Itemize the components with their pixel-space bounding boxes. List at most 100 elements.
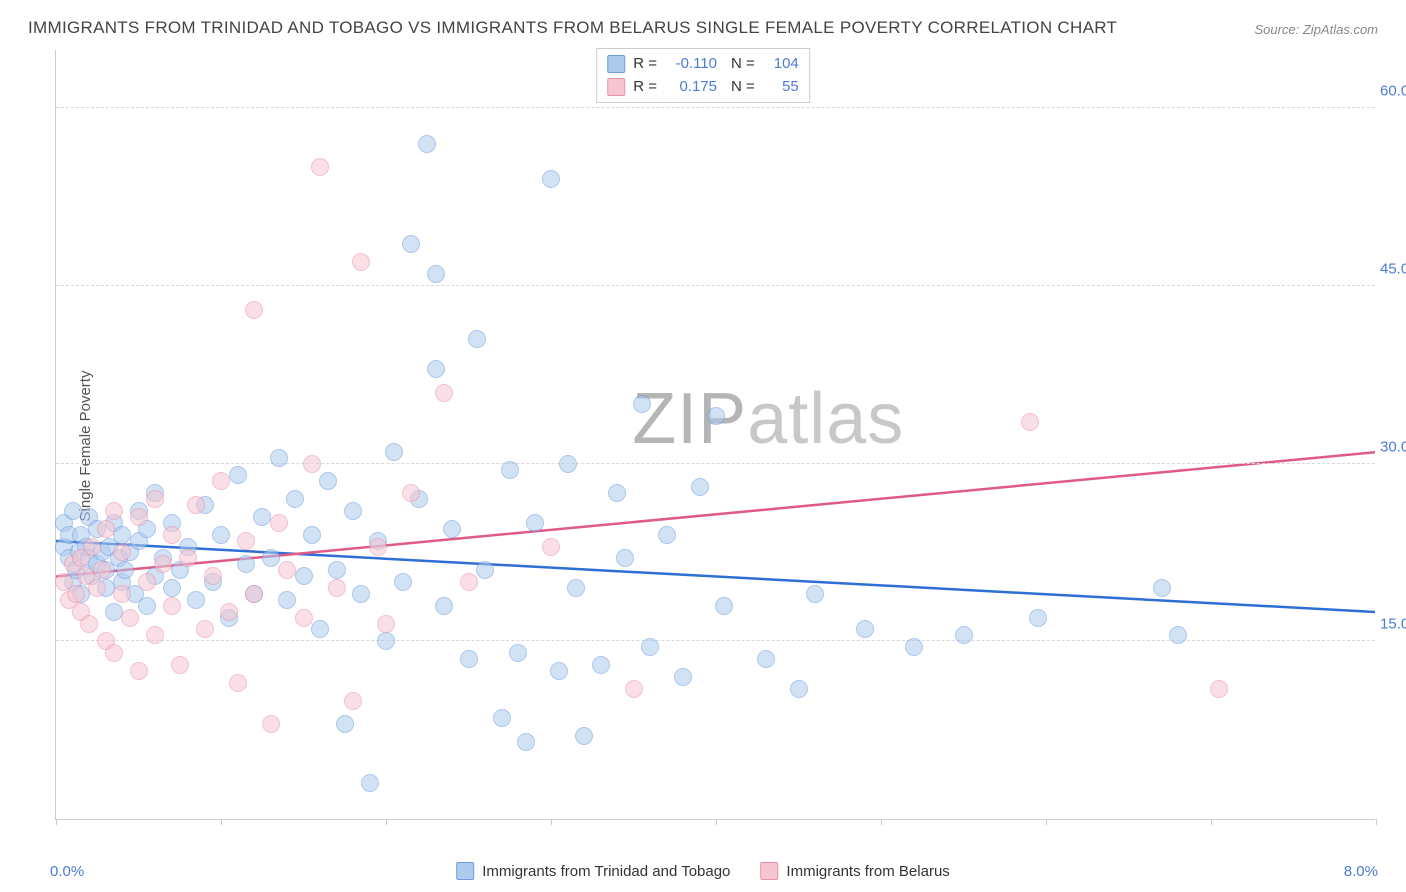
scatter-point <box>245 585 263 603</box>
scatter-point <box>575 727 593 745</box>
y-tick-label: 45.0% <box>1380 260 1406 277</box>
watermark-prefix: ZIP <box>632 379 747 459</box>
legend-label: Immigrants from Belarus <box>786 863 949 880</box>
scatter-point <box>311 158 329 176</box>
x-tick <box>1376 819 1377 825</box>
scatter-point <box>501 461 519 479</box>
scatter-point <box>1210 680 1228 698</box>
scatter-point <box>361 774 379 792</box>
scatter-point <box>608 484 626 502</box>
n-label: N = <box>731 76 755 99</box>
plot-area: ZIPatlas 15.0%30.0%45.0%60.0% <box>55 50 1375 820</box>
scatter-point <box>262 549 280 567</box>
source-attribution: Source: ZipAtlas.com <box>1254 22 1378 37</box>
scatter-point <box>435 597 453 615</box>
scatter-point <box>237 532 255 550</box>
scatter-point <box>402 235 420 253</box>
gridline <box>56 107 1375 108</box>
scatter-point <box>130 508 148 526</box>
scatter-point <box>121 609 139 627</box>
scatter-point <box>526 514 544 532</box>
scatter-point <box>105 603 123 621</box>
scatter-point <box>83 538 101 556</box>
scatter-point <box>93 561 111 579</box>
scatter-point <box>542 170 560 188</box>
scatter-point <box>163 597 181 615</box>
y-tick-label: 30.0% <box>1380 438 1406 455</box>
scatter-point <box>253 508 271 526</box>
scatter-point <box>187 496 205 514</box>
x-tick <box>1211 819 1212 825</box>
correlation-legend: R = -0.110 N = 104 R = 0.175 N = 55 <box>596 48 810 103</box>
scatter-point <box>385 443 403 461</box>
x-tick <box>386 819 387 825</box>
scatter-point <box>394 573 412 591</box>
scatter-point <box>344 502 362 520</box>
r-value: -0.110 <box>665 53 717 76</box>
scatter-point <box>1029 609 1047 627</box>
scatter-point <box>707 407 725 425</box>
x-tick <box>1046 819 1047 825</box>
x-axis-min-label: 0.0% <box>50 863 84 880</box>
scatter-point <box>286 490 304 508</box>
series-legend: Immigrants from Trinidad and Tobago Immi… <box>456 862 950 880</box>
r-value: 0.175 <box>665 76 717 99</box>
y-tick-label: 60.0% <box>1380 83 1406 100</box>
scatter-point <box>418 135 436 153</box>
series-swatch-icon <box>760 862 778 880</box>
scatter-point <box>80 615 98 633</box>
x-tick <box>56 819 57 825</box>
scatter-point <box>468 330 486 348</box>
legend-label: Immigrants from Trinidad and Tobago <box>482 863 730 880</box>
scatter-point <box>163 579 181 597</box>
watermark-suffix: atlas <box>747 379 904 459</box>
scatter-point <box>542 538 560 556</box>
scatter-point <box>278 561 296 579</box>
scatter-point <box>204 567 222 585</box>
scatter-point <box>278 591 296 609</box>
scatter-point <box>138 597 156 615</box>
r-label: R = <box>633 76 657 99</box>
scatter-point <box>592 656 610 674</box>
r-label: R = <box>633 53 657 76</box>
scatter-point <box>154 555 172 573</box>
scatter-point <box>435 384 453 402</box>
series-swatch-icon <box>607 55 625 73</box>
n-value: 104 <box>763 53 799 76</box>
scatter-point <box>369 538 387 556</box>
scatter-point <box>179 549 197 567</box>
scatter-point <box>460 650 478 668</box>
scatter-point <box>113 526 131 544</box>
scatter-point <box>460 573 478 591</box>
scatter-point <box>113 585 131 603</box>
scatter-point <box>303 455 321 473</box>
scatter-point <box>905 638 923 656</box>
scatter-point <box>138 573 156 591</box>
scatter-point <box>493 709 511 727</box>
scatter-point <box>328 561 346 579</box>
scatter-point <box>517 733 535 751</box>
legend-item: Immigrants from Belarus <box>760 862 949 880</box>
scatter-point <box>295 567 313 585</box>
scatter-point <box>402 484 420 502</box>
x-tick <box>551 819 552 825</box>
scatter-point <box>105 502 123 520</box>
scatter-point <box>757 650 775 668</box>
scatter-point <box>303 526 321 544</box>
series-swatch-icon <box>456 862 474 880</box>
scatter-point <box>295 609 313 627</box>
x-axis-max-label: 8.0% <box>1344 863 1378 880</box>
scatter-point <box>237 555 255 573</box>
scatter-point <box>567 579 585 597</box>
scatter-point <box>856 620 874 638</box>
scatter-point <box>616 549 634 567</box>
n-label: N = <box>731 53 755 76</box>
scatter-point <box>229 466 247 484</box>
scatter-point <box>212 526 230 544</box>
scatter-point <box>633 395 651 413</box>
scatter-point <box>245 301 263 319</box>
scatter-point <box>559 455 577 473</box>
scatter-point <box>955 626 973 644</box>
x-tick <box>221 819 222 825</box>
scatter-point <box>187 591 205 609</box>
